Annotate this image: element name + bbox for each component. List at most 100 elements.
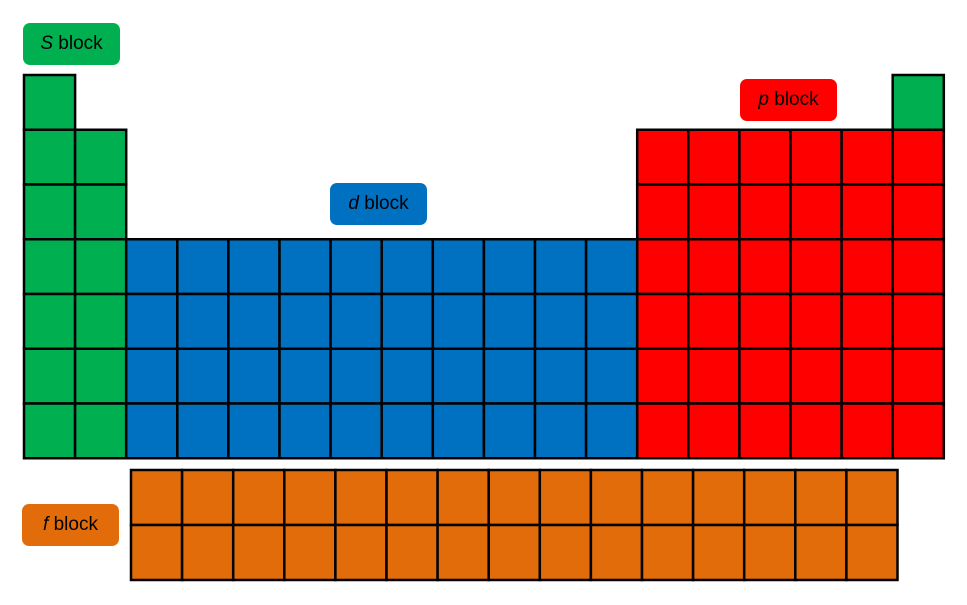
f-block-cell [640, 523, 695, 582]
d-block-cell [227, 238, 281, 296]
d-block-cell [124, 402, 179, 460]
p-block-cell [738, 292, 792, 350]
d-block-label: d block [330, 183, 427, 225]
f-block-label: f block [22, 504, 119, 546]
f-block-cell [129, 468, 184, 527]
f-block-cell [691, 468, 746, 527]
d-block-cell [176, 402, 230, 460]
d-block-cell [584, 347, 639, 405]
d-block-cell [584, 402, 639, 460]
d-block-cell [533, 402, 588, 460]
s-block-cell [73, 128, 128, 186]
d-block-cell [278, 402, 332, 460]
f-block-cell [334, 468, 388, 527]
d-block-word: block [364, 193, 409, 214]
d-block-cell [380, 347, 435, 405]
f-block-cell [231, 523, 286, 582]
s-block-cell [73, 292, 128, 350]
p-block-word: block [774, 89, 819, 110]
p-block-cell [687, 238, 741, 296]
f-block-cell [487, 523, 542, 582]
f-block-cell [742, 468, 797, 527]
p-block-cell [687, 347, 741, 405]
d-block-cell [482, 292, 537, 350]
d-block-cell [584, 292, 639, 350]
s-block-cell [73, 347, 128, 405]
p-block-cell [840, 128, 894, 186]
d-block-cell [482, 402, 537, 460]
p-block-cell [687, 402, 741, 460]
f-block-cell [589, 468, 644, 527]
p-block-cell [635, 292, 690, 350]
s-block-cell [22, 183, 77, 241]
p-block-cell [789, 238, 843, 296]
f-block-cell [334, 523, 388, 582]
p-block-cell [687, 128, 741, 186]
d-block-cell [431, 402, 486, 460]
d-block-cell [482, 238, 537, 296]
d-block-cell [584, 238, 639, 296]
p-block-cell [891, 183, 946, 241]
d-block-cell [533, 292, 588, 350]
f-block-cell [794, 523, 848, 582]
p-block-cell [738, 128, 792, 186]
d-block-cell [380, 238, 435, 296]
p-block-cell [738, 183, 792, 241]
f-block-cell [742, 523, 797, 582]
f-block-cell [640, 468, 695, 527]
p-block-cell [738, 238, 792, 296]
f-block-cell [180, 468, 235, 527]
f-block-cell [436, 523, 490, 582]
s-block-label: S block [23, 23, 120, 65]
d-block-cell [533, 347, 588, 405]
s-block-cell [73, 238, 128, 296]
f-block-cell [385, 468, 439, 527]
f-block-word: block [53, 514, 98, 535]
s-block-cell [22, 73, 77, 131]
f-block-cell [538, 523, 593, 582]
p-block-cell [635, 128, 690, 186]
f-block-cell [283, 523, 337, 582]
d-block-cell [176, 238, 230, 296]
d-block-cell [227, 402, 281, 460]
p-block-cell [891, 402, 946, 460]
d-block-cell [533, 238, 588, 296]
p-block-cell [840, 292, 894, 350]
p-block-cell [891, 347, 946, 405]
p-block-cell [635, 183, 690, 241]
f-block-cell [180, 523, 235, 582]
d-block-cell [176, 292, 230, 350]
f-block-cell [283, 468, 337, 527]
p-block-cell [789, 402, 843, 460]
p-block-cell [738, 402, 792, 460]
d-block-letter: d [348, 193, 359, 214]
p-block-cell [635, 347, 690, 405]
d-block-cell [380, 402, 435, 460]
f-block-cell [487, 468, 542, 527]
d-block-cell [227, 292, 281, 350]
s-block-cell [22, 347, 77, 405]
s-block-cell [22, 402, 77, 460]
f-block-cell [538, 468, 593, 527]
s-block-cell [22, 238, 77, 296]
p-block-cell [789, 292, 843, 350]
s-block-cell [73, 402, 128, 460]
f-block-cell [129, 523, 184, 582]
s-block-word: block [58, 33, 103, 54]
f-block-cell [845, 468, 899, 527]
s-block-cell [891, 73, 946, 131]
s-block-letter: S [40, 33, 54, 54]
p-block-cell [840, 347, 894, 405]
d-block-cell [431, 238, 486, 296]
d-block-cell [431, 292, 486, 350]
p-block-cell [738, 347, 792, 405]
f-block-cell [794, 468, 848, 527]
p-block-cell [687, 292, 741, 350]
p-block-cell [789, 128, 843, 186]
p-block-cell [891, 128, 946, 186]
p-block-cell [891, 292, 946, 350]
d-block-cell [227, 347, 281, 405]
f-block-cell [589, 523, 644, 582]
s-block-cell [22, 128, 77, 186]
